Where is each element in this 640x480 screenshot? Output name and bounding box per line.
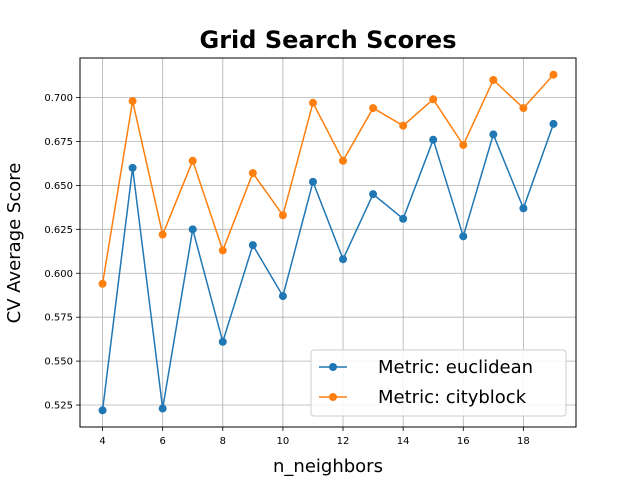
data-point (489, 130, 498, 139)
x-tick-label: 10 (277, 436, 290, 447)
data-point (248, 241, 257, 250)
data-point (308, 177, 317, 186)
y-tick-label: 0.650 (44, 181, 73, 192)
data-point (399, 121, 408, 130)
data-point (519, 204, 528, 213)
data-point (519, 104, 528, 113)
series-1 (98, 70, 558, 288)
x-axis-label: n_neighbors (273, 456, 383, 477)
x-axis-ticks: 4 6 8 10 12 14 16 18 (99, 427, 530, 447)
legend-label: Metric: cityblock (378, 387, 527, 408)
data-point (459, 232, 468, 241)
data-point (339, 255, 348, 264)
data-point (188, 225, 197, 234)
y-tick-label: 0.550 (44, 357, 73, 368)
data-point (489, 75, 498, 84)
y-axis-ticks: 0.525 0.550 0.575 0.600 0.625 0.650 0.675 0.700 (44, 93, 80, 412)
data-point (218, 246, 227, 255)
series-line (101, 74, 555, 284)
y-tick-label: 0.575 (44, 313, 73, 324)
legend-label: Metric: euclidean (378, 357, 533, 378)
data-point (128, 97, 137, 106)
y-tick-label: 0.525 (44, 401, 73, 412)
data-point (429, 135, 438, 144)
data-point (369, 104, 378, 113)
data-point (339, 156, 348, 165)
data-point (549, 119, 558, 128)
x-tick-label: 14 (397, 436, 410, 447)
y-axis-label: CV Average Score (4, 163, 25, 324)
legend-marker (329, 393, 337, 401)
x-tick-label: 18 (517, 436, 530, 447)
x-tick-label: 6 (159, 436, 165, 447)
y-tick-label: 0.700 (44, 93, 73, 104)
y-tick-label: 0.625 (44, 225, 73, 236)
data-point (158, 230, 167, 239)
data-point (98, 279, 107, 288)
series-layer (98, 70, 558, 415)
data-point (369, 190, 378, 199)
legend-box (310, 349, 567, 417)
data-point (308, 98, 317, 107)
data-point (98, 406, 107, 415)
x-tick-label: 8 (220, 436, 226, 447)
x-tick-label: 16 (457, 436, 470, 447)
data-point (278, 292, 287, 301)
legend-marker (329, 363, 337, 371)
series-0 (98, 119, 558, 415)
series-line (101, 123, 555, 411)
chart-title: Grid Search Scores (200, 26, 457, 54)
data-point (218, 337, 227, 346)
y-tick-label: 0.600 (44, 269, 73, 280)
data-point (278, 211, 287, 220)
x-tick-label: 12 (337, 436, 350, 447)
data-point (248, 169, 257, 178)
data-point (188, 156, 197, 165)
data-point (549, 70, 558, 79)
x-tick-label: 4 (99, 436, 105, 447)
y-tick-label: 0.675 (44, 137, 73, 148)
grid (80, 58, 576, 427)
plot-frame (79, 57, 577, 428)
data-point (399, 214, 408, 223)
data-point (459, 140, 468, 149)
data-point (429, 95, 438, 104)
data-point (128, 163, 137, 172)
legend: Metric: euclidean Metric: cityblock (310, 349, 567, 417)
data-point (158, 404, 167, 413)
